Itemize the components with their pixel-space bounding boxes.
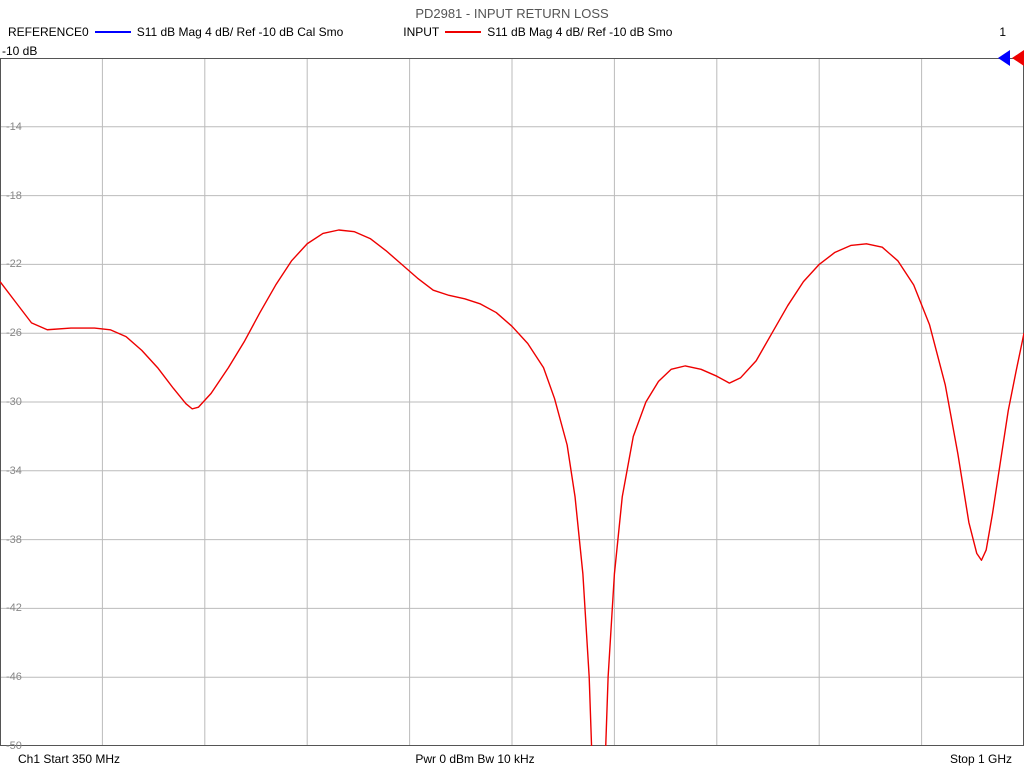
y-tick-label: -30 [6, 396, 22, 408]
legend-trace-2: INPUT S11 dB Mag 4 dB/ Ref -10 dB Smo [403, 25, 672, 39]
footer-start-freq: Ch1 Start 350 MHz [18, 752, 120, 766]
y-tick-label: -34 [6, 465, 22, 477]
legend-trace-2-swatch [445, 31, 481, 33]
legend-trace-1-swatch [95, 31, 131, 33]
legend-trace-1: REFERENCE0 S11 dB Mag 4 dB/ Ref -10 dB C… [8, 25, 343, 39]
y-tick-label: -14 [6, 121, 22, 133]
legend-trace-2-desc: S11 dB Mag 4 dB/ Ref -10 dB Smo [487, 25, 672, 39]
legend-trace-2-name: INPUT [403, 25, 439, 39]
chart-title: PD2981 - INPUT RETURN LOSS [0, 0, 1024, 21]
chart-footer: Ch1 Start 350 MHz Pwr 0 dBm Bw 10 kHz St… [0, 748, 1024, 766]
legend-trace-1-name: REFERENCE0 [8, 25, 89, 39]
footer-power-bw: Pwr 0 dBm Bw 10 kHz [415, 752, 534, 766]
reference-level-label: -10 dB [2, 44, 37, 58]
marker-triangle-icon [1012, 50, 1024, 66]
y-tick-label: -46 [6, 671, 22, 683]
footer-stop-freq: Stop 1 GHz [950, 752, 1012, 766]
plot-svg [0, 58, 1024, 746]
y-tick-label: -18 [6, 190, 22, 202]
y-tick-label: -38 [6, 534, 22, 546]
y-tick-label: -26 [6, 327, 22, 339]
legend-row: REFERENCE0 S11 dB Mag 4 dB/ Ref -10 dB C… [0, 21, 1024, 41]
marker-triangle-icon [998, 50, 1010, 66]
marker-number-label: 1 [999, 25, 1006, 39]
plot-area: -14-18-22-26-30-34-38-42-46-50 [0, 58, 1024, 746]
y-tick-label: -22 [6, 258, 22, 270]
legend-trace-1-desc: S11 dB Mag 4 dB/ Ref -10 dB Cal Smo [137, 25, 344, 39]
y-tick-label: -42 [6, 602, 22, 614]
